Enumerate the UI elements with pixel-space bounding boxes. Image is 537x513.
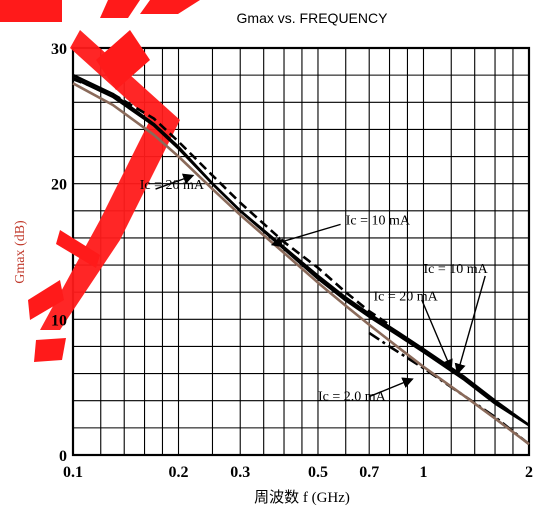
annotation-label: Ic = 20 mA [373,289,438,304]
x-tick-label: 0.1 [63,464,83,481]
watermark-block [96,30,150,90]
series-line [72,77,391,326]
annotation-arrows [155,173,486,398]
x-tick-label: 0.7 [359,464,379,481]
watermark-block [56,230,100,268]
x-tick-label: 1 [419,464,427,481]
series-line [72,82,530,446]
watermark-block [34,338,66,362]
series-line [72,73,530,427]
y-tick-label: 10 [51,312,67,329]
grid [71,46,531,457]
chart-title: Gmax vs. FREQUENCY [237,10,389,26]
watermark-block [40,30,180,330]
x-tick-label: 2 [525,464,533,481]
y-tick-label: 30 [51,41,67,58]
annotations: Ic = 20 mA Ic = 10 mA Ic = 10 mA Ic = 20 mA… [140,178,489,405]
annotation-label: Ic = 20 mA [140,178,205,193]
x-axis-label: 周波数 f (GHz) [254,489,350,506]
watermark-block [140,0,200,14]
annotation-label: Ic = 10 mA [346,213,411,228]
annotation-arrow [155,173,195,190]
annotation-label: Ic = 2.0 mA [318,390,387,405]
annotation-arrow [454,275,486,375]
annotation-arrow [421,300,453,371]
y-tick-label: 0 [59,448,67,465]
annotation-arrow [270,223,341,248]
watermark-block [100,0,140,18]
y-axis-label: Gmax (dB) [13,220,28,284]
x-tick-label: 0.2 [169,464,189,481]
x-tick-label: 0.5 [308,464,328,481]
y-tick-label: 20 [51,177,67,194]
watermark-block [28,280,64,320]
annotation-arrow [368,377,414,398]
annotation-label: Ic = 10 mA [423,262,488,277]
series-group [72,73,530,446]
watermark-overlay [0,0,200,362]
x-tick-label: 0.3 [230,464,250,481]
watermark-block [0,0,62,22]
